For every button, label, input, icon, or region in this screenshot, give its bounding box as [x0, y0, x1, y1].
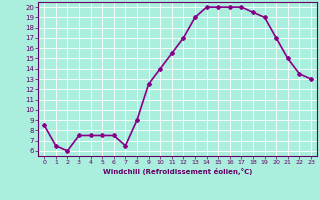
- X-axis label: Windchill (Refroidissement éolien,°C): Windchill (Refroidissement éolien,°C): [103, 168, 252, 175]
